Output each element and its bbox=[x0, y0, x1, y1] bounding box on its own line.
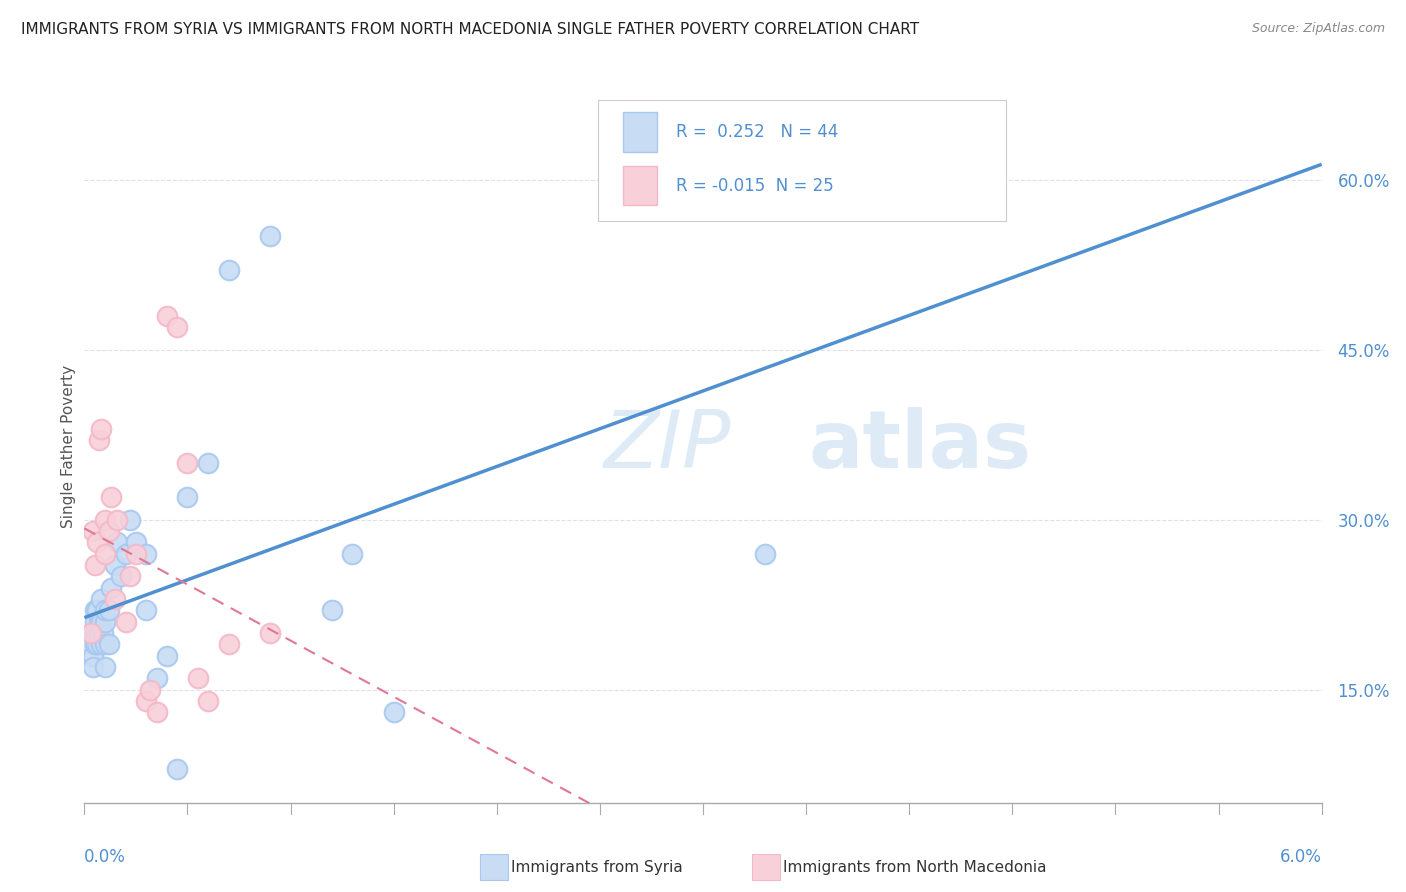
Point bbox=[104, 591, 127, 606]
Point bbox=[83, 558, 105, 572]
Point bbox=[114, 615, 136, 629]
Point bbox=[90, 591, 112, 606]
Bar bbox=[623, 166, 657, 205]
Point bbox=[86, 535, 108, 549]
Bar bbox=[752, 855, 780, 880]
Point bbox=[94, 660, 117, 674]
Text: Immigrants from Syria: Immigrants from Syria bbox=[512, 860, 683, 874]
Point bbox=[145, 671, 167, 685]
Text: ZIP: ZIP bbox=[605, 407, 731, 485]
Point bbox=[321, 603, 343, 617]
Point bbox=[114, 547, 136, 561]
Text: Source: ZipAtlas.com: Source: ZipAtlas.com bbox=[1251, 22, 1385, 36]
Point bbox=[83, 603, 105, 617]
Bar bbox=[481, 855, 508, 880]
Text: atlas: atlas bbox=[808, 407, 1031, 485]
Point bbox=[105, 535, 128, 549]
Point bbox=[104, 558, 127, 572]
Point bbox=[218, 263, 240, 277]
Point bbox=[135, 547, 157, 561]
Text: 6.0%: 6.0% bbox=[1279, 848, 1322, 866]
Point bbox=[176, 456, 198, 470]
Point bbox=[91, 626, 114, 640]
Point bbox=[82, 524, 104, 538]
Point bbox=[139, 682, 162, 697]
Point bbox=[166, 762, 188, 776]
Point bbox=[98, 603, 121, 617]
Point bbox=[82, 648, 104, 663]
Point bbox=[135, 694, 157, 708]
Point bbox=[187, 671, 209, 685]
Point bbox=[79, 626, 101, 640]
Bar bbox=[623, 112, 657, 152]
Point bbox=[86, 626, 108, 640]
Text: IMMIGRANTS FROM SYRIA VS IMMIGRANTS FROM NORTH MACEDONIA SINGLE FATHER POVERTY C: IMMIGRANTS FROM SYRIA VS IMMIGRANTS FROM… bbox=[21, 22, 920, 37]
Point bbox=[94, 615, 117, 629]
Point bbox=[83, 637, 105, 651]
Point bbox=[87, 615, 110, 629]
Point bbox=[100, 490, 122, 504]
Text: R = -0.015  N = 25: R = -0.015 N = 25 bbox=[676, 177, 834, 194]
Point bbox=[218, 637, 240, 651]
Point bbox=[82, 660, 104, 674]
Point bbox=[197, 456, 219, 470]
Text: R =  0.252   N = 44: R = 0.252 N = 44 bbox=[676, 123, 838, 141]
Point bbox=[94, 637, 117, 651]
Point bbox=[176, 490, 198, 504]
Point bbox=[94, 547, 117, 561]
FancyBboxPatch shape bbox=[598, 100, 1007, 221]
Point bbox=[259, 229, 281, 244]
Point bbox=[86, 637, 108, 651]
Point bbox=[382, 705, 405, 719]
Point bbox=[197, 694, 219, 708]
Point bbox=[342, 547, 364, 561]
Text: Immigrants from North Macedonia: Immigrants from North Macedonia bbox=[783, 860, 1047, 874]
Point bbox=[100, 581, 122, 595]
Point bbox=[105, 513, 128, 527]
Point bbox=[98, 524, 121, 538]
Text: 0.0%: 0.0% bbox=[84, 848, 127, 866]
Point bbox=[110, 569, 132, 583]
Point bbox=[156, 648, 179, 663]
Point bbox=[79, 626, 101, 640]
Point bbox=[94, 513, 117, 527]
Point bbox=[118, 569, 141, 583]
Point bbox=[86, 603, 108, 617]
Point bbox=[156, 309, 179, 323]
Point bbox=[83, 626, 105, 640]
Point bbox=[83, 615, 105, 629]
Point bbox=[856, 173, 879, 187]
Point bbox=[94, 603, 117, 617]
Y-axis label: Single Father Poverty: Single Father Poverty bbox=[60, 365, 76, 527]
Point bbox=[125, 535, 148, 549]
Point bbox=[98, 637, 121, 651]
Point bbox=[135, 603, 157, 617]
Point bbox=[90, 422, 112, 436]
Point bbox=[145, 705, 167, 719]
Point bbox=[87, 626, 110, 640]
Point bbox=[166, 320, 188, 334]
Point bbox=[754, 547, 776, 561]
Point bbox=[90, 615, 112, 629]
Point bbox=[79, 637, 101, 651]
Point bbox=[259, 626, 281, 640]
Point bbox=[90, 637, 112, 651]
Point bbox=[125, 547, 148, 561]
Point bbox=[118, 513, 141, 527]
Point bbox=[87, 434, 110, 448]
